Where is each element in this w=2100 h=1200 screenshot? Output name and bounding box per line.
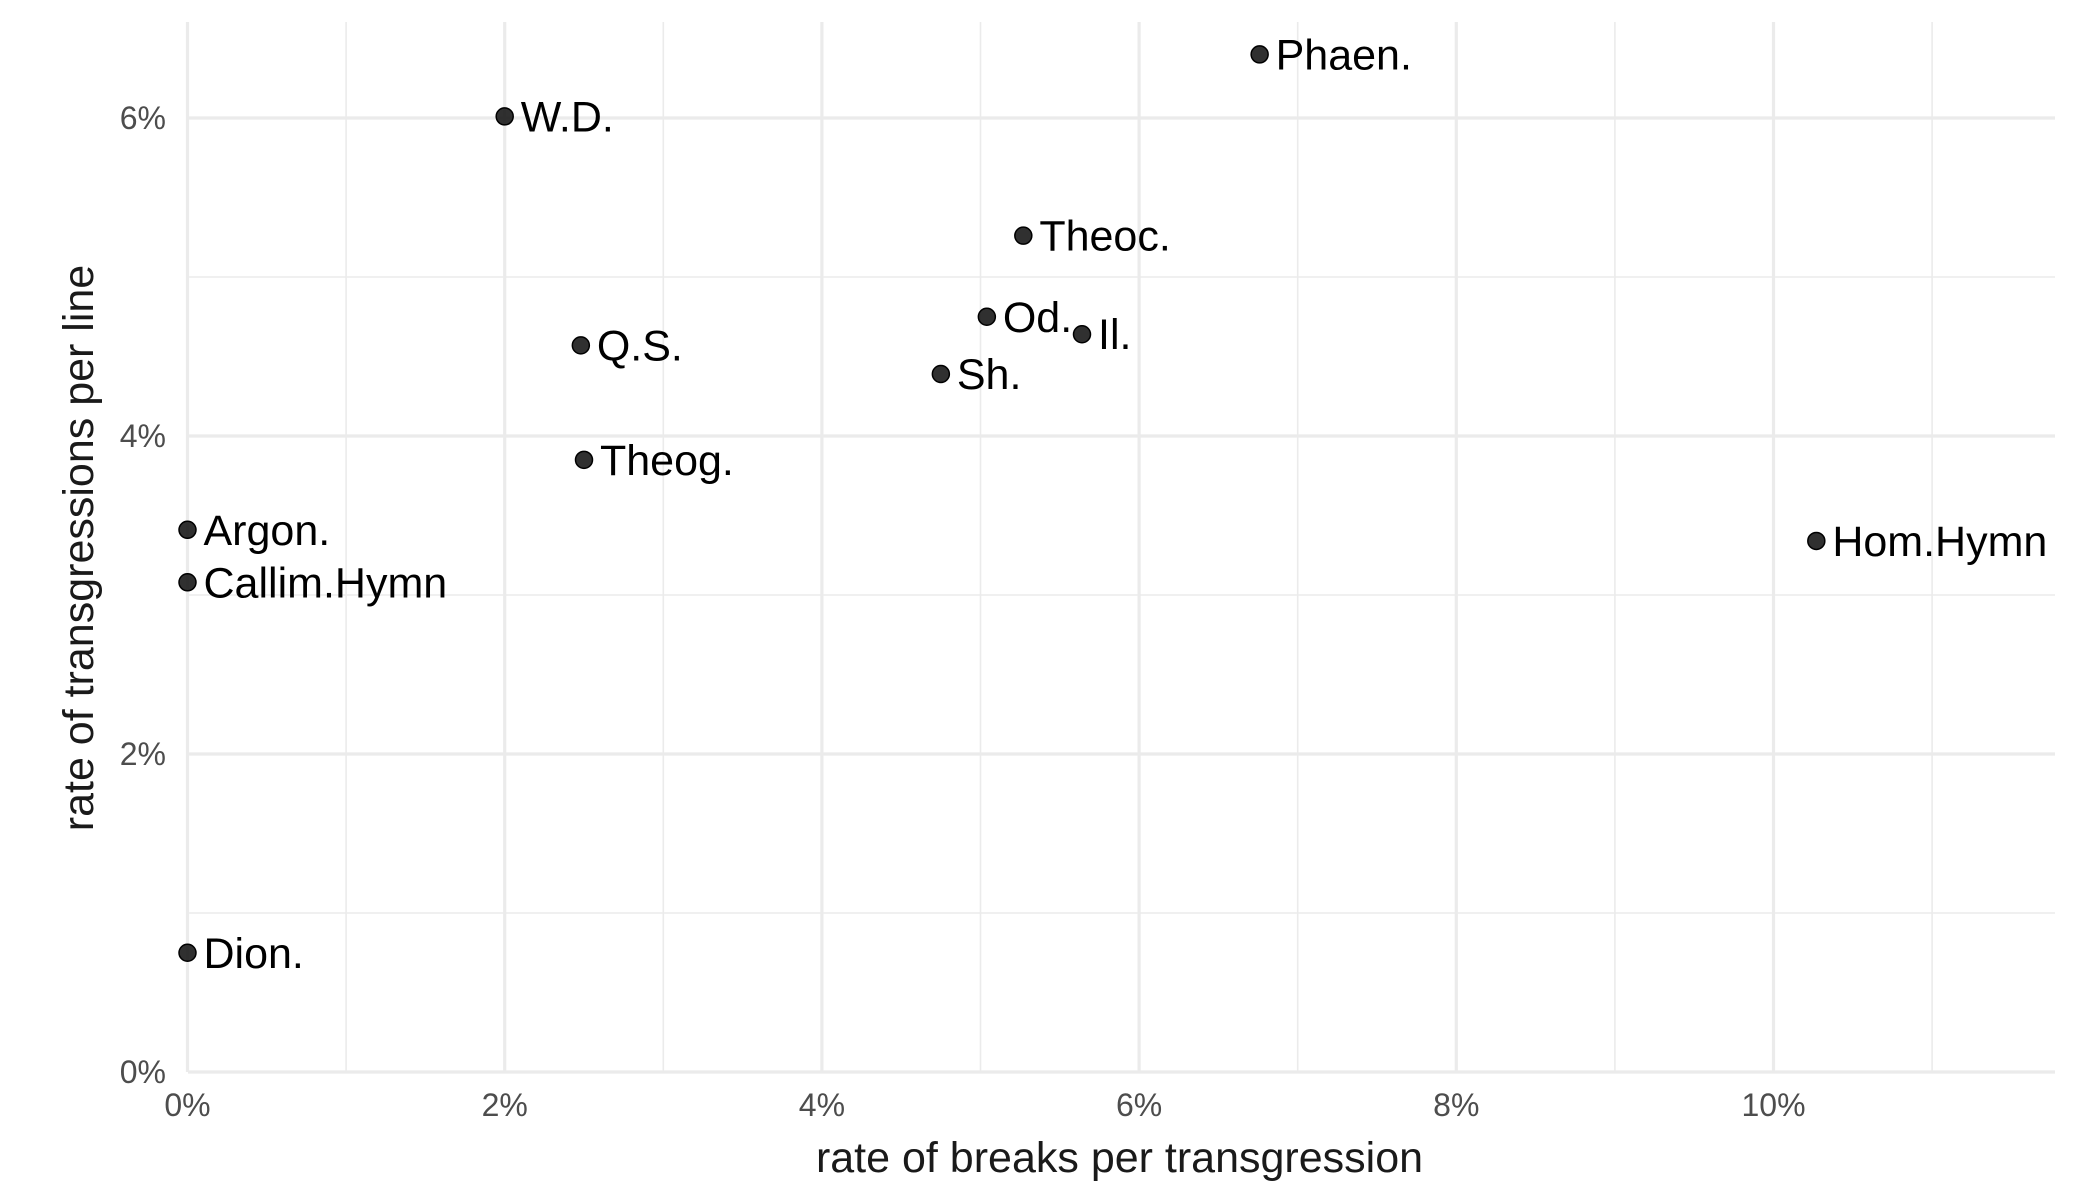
data-point xyxy=(977,307,997,326)
data-point xyxy=(571,336,591,355)
point-label: Callim.Hymn xyxy=(204,559,448,607)
data-point xyxy=(1807,531,1826,551)
data-point xyxy=(178,573,197,592)
y-tick-label: 0% xyxy=(120,1054,166,1090)
point-label: Dion. xyxy=(204,930,304,978)
x-tick-label: 4% xyxy=(799,1087,845,1123)
y-tick-label: 2% xyxy=(120,736,166,772)
point-label: Il. xyxy=(1098,311,1131,359)
point-label: Sh. xyxy=(957,351,1022,399)
y-axis-title: rate of transgressions per line xyxy=(55,265,103,831)
y-tick-label: 6% xyxy=(120,100,166,136)
x-tick-label: 6% xyxy=(1116,1087,1162,1123)
point-label: W.D. xyxy=(521,93,614,141)
point-label: Q.S. xyxy=(597,322,683,370)
data-point xyxy=(574,450,594,470)
grid-lines xyxy=(185,22,2055,1074)
data-point xyxy=(495,107,514,126)
x-axis-title: rate of breaks per transgression xyxy=(816,1134,1423,1182)
point-label: Theog. xyxy=(600,437,734,485)
point-label: Theoc. xyxy=(1039,213,1170,261)
data-point xyxy=(1072,324,1092,344)
data-point xyxy=(1014,226,1033,245)
y-axis-tick-labels: 0% 2% 4% 6% xyxy=(120,100,166,1090)
point-label: Od. xyxy=(1003,294,1072,342)
data-point xyxy=(931,364,951,384)
x-tick-label: 0% xyxy=(164,1087,210,1123)
point-label: Argon. xyxy=(204,507,331,555)
y-tick-label: 4% xyxy=(120,418,166,454)
data-point xyxy=(1250,45,1269,64)
x-tick-label: 2% xyxy=(482,1087,528,1123)
x-axis-tick-labels: 0% 2% 4% 6% 8% 10% xyxy=(164,1087,1805,1123)
data-points xyxy=(178,45,1826,962)
point-labels: Phaen. W.D. Theoc. Od. Il. Q.S. Sh. Theog. Argon… xyxy=(204,31,2048,977)
point-label: Phaen. xyxy=(1276,31,1412,79)
x-tick-label: 8% xyxy=(1433,1087,1479,1123)
data-point xyxy=(178,943,197,962)
x-tick-label: 10% xyxy=(1741,1087,1805,1123)
data-point xyxy=(178,520,197,540)
point-label: Hom.Hymn xyxy=(1832,518,2047,566)
